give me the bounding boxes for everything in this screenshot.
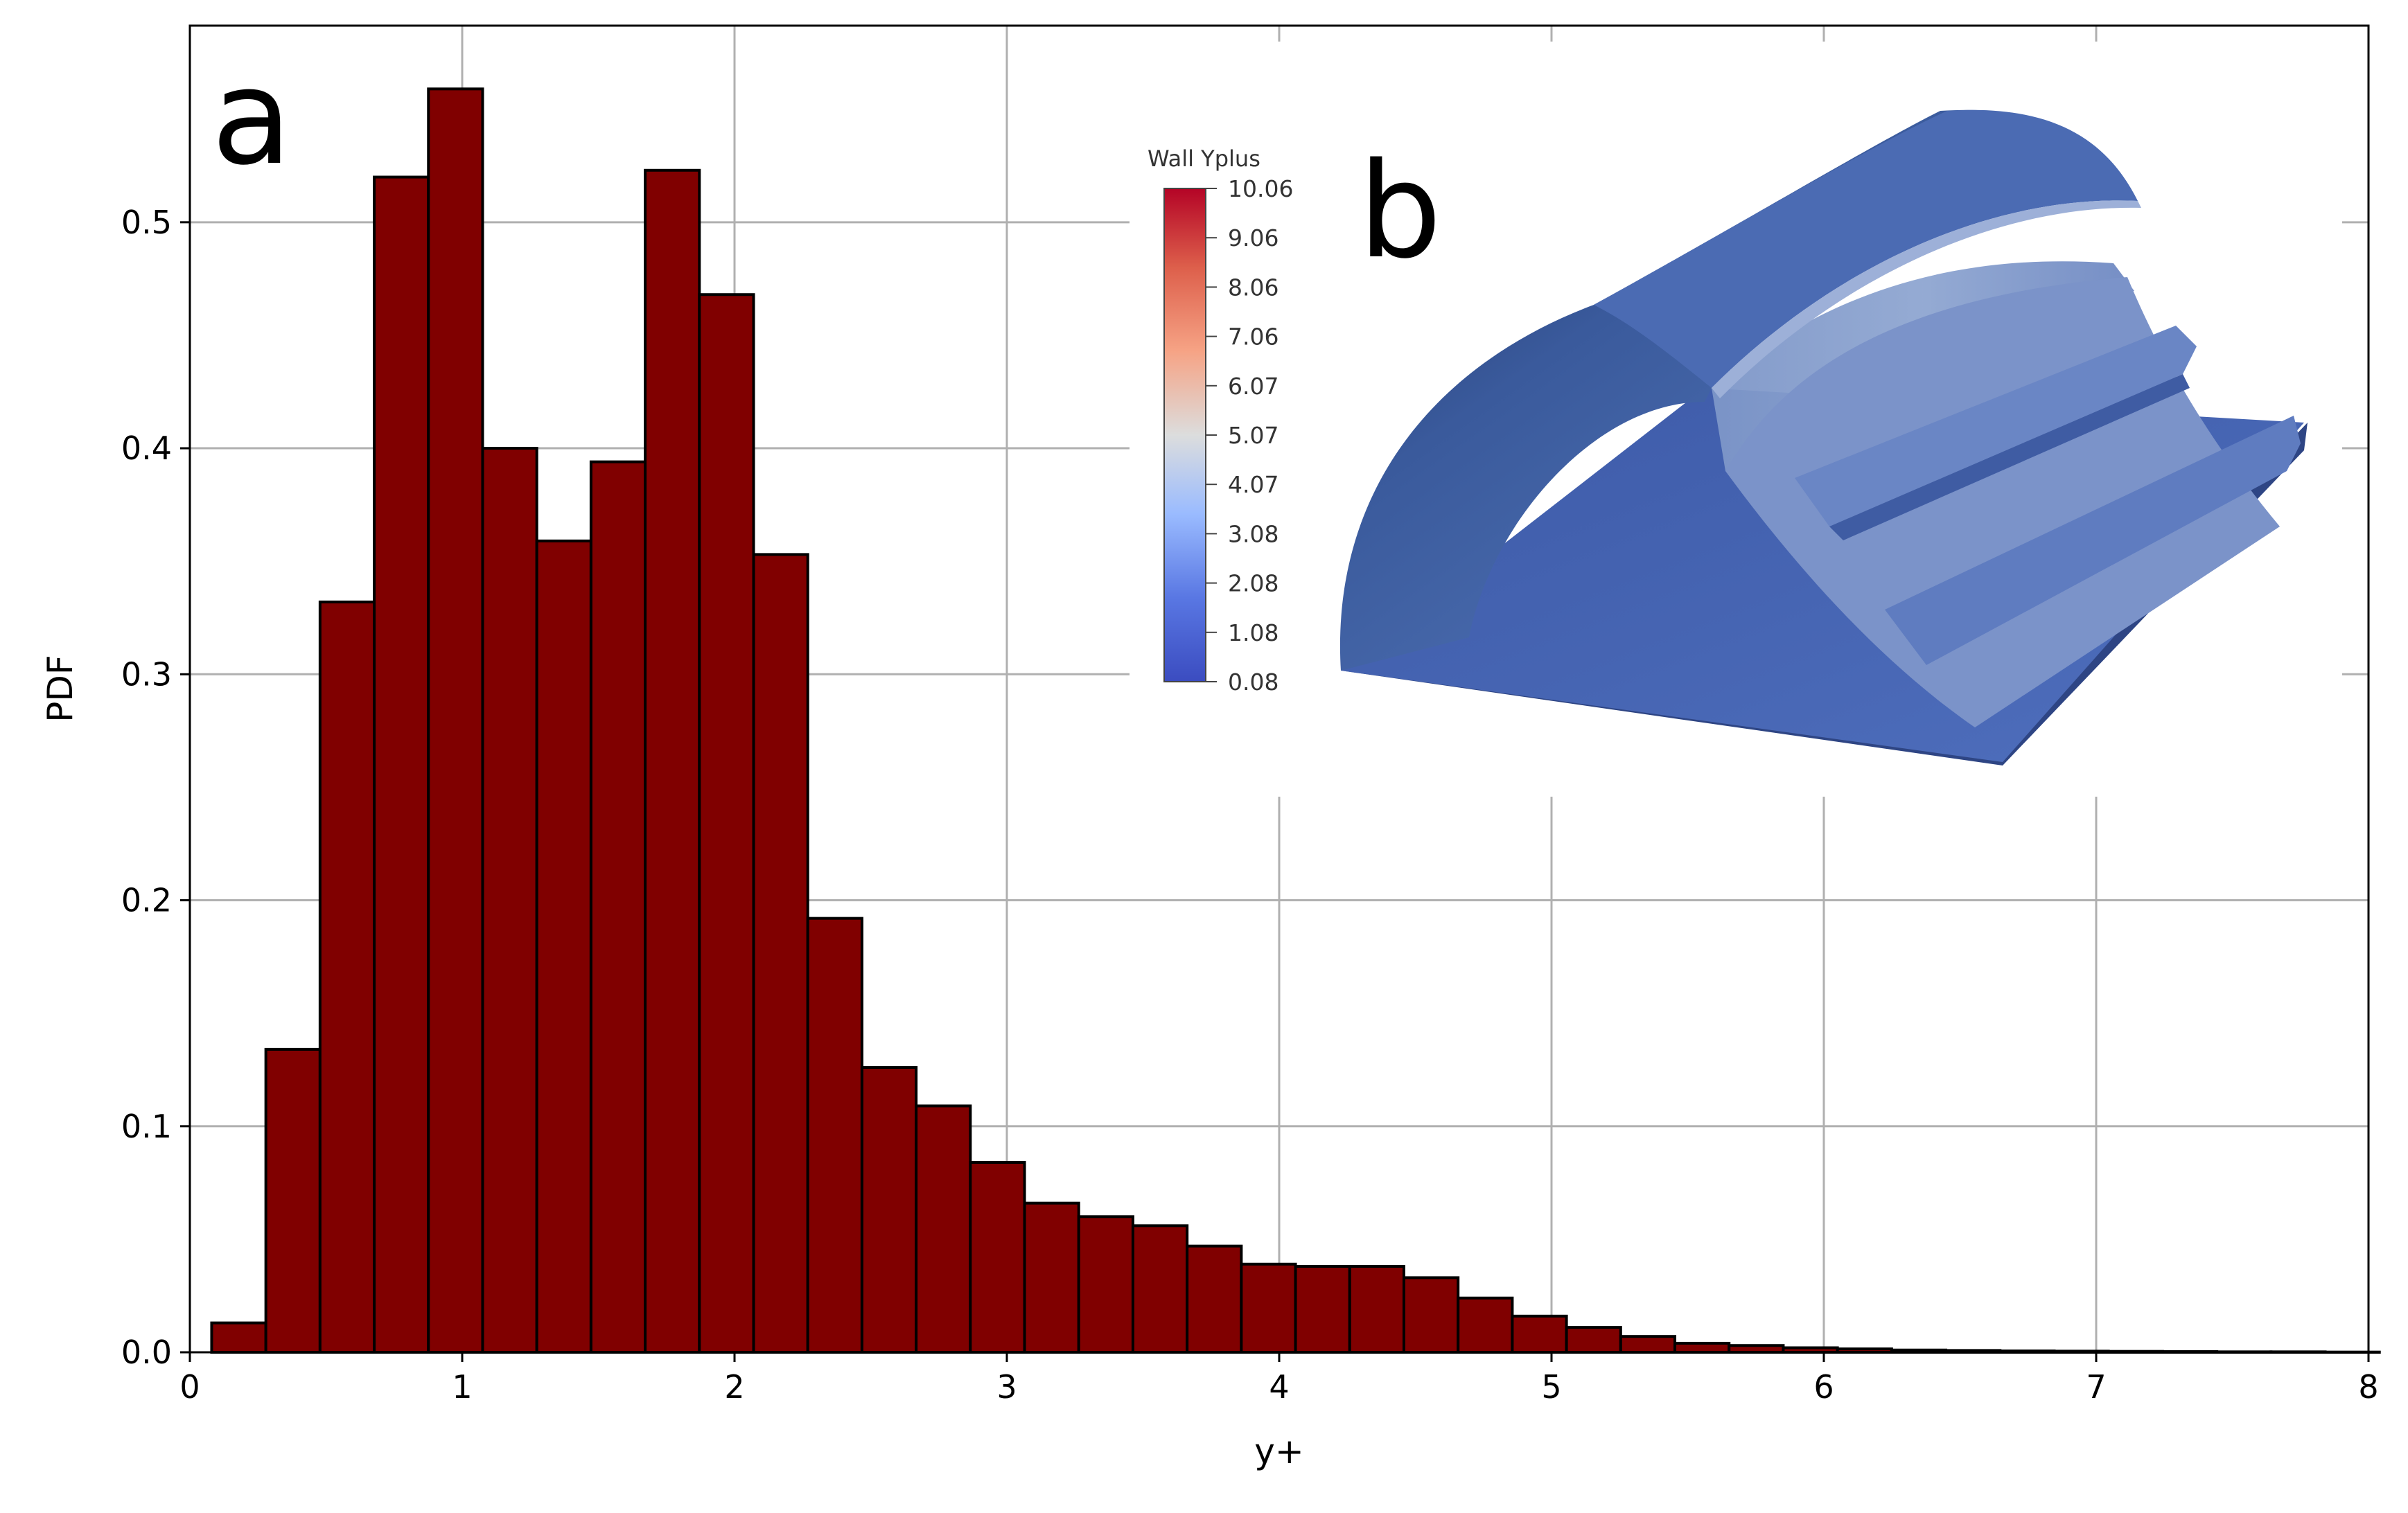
histogram-bars bbox=[210, 87, 2381, 1354]
colorbar-tick-label: 4.07 bbox=[1228, 471, 1278, 498]
histogram-bar bbox=[1077, 1215, 1134, 1354]
histogram-bar bbox=[1348, 1265, 1405, 1354]
histogram-bar bbox=[1294, 1265, 1351, 1354]
colorbar-tick-label: 9.06 bbox=[1228, 224, 1278, 251]
histogram-bar bbox=[806, 917, 863, 1354]
histogram-bar bbox=[644, 168, 701, 1354]
x-tick-label: 6 bbox=[1813, 1368, 1834, 1406]
colorbar-tick-label: 3.08 bbox=[1228, 520, 1278, 547]
histogram-bar bbox=[1619, 1335, 1677, 1354]
x-tick-label: 0 bbox=[179, 1368, 200, 1406]
histogram-bar bbox=[1131, 1224, 1189, 1354]
histogram-bar bbox=[1402, 1276, 1460, 1354]
histogram-bar bbox=[1023, 1201, 1080, 1354]
y-axis-label: PDF bbox=[40, 655, 80, 722]
histogram-bar bbox=[210, 1321, 267, 1354]
panel-label-b: b bbox=[1358, 134, 1442, 287]
x-ticks: 0 1 2 3 4 5 6 7 8 bbox=[179, 1352, 2379, 1406]
histogram-bar bbox=[752, 553, 809, 1354]
rib-shadow bbox=[1829, 374, 2190, 540]
colorbar-tick-label: 5.07 bbox=[1228, 422, 1278, 449]
colorbar-tick-label: 6.07 bbox=[1228, 373, 1278, 400]
x-tick-label: 4 bbox=[1269, 1368, 1289, 1406]
colorbar-tick-label: 8.06 bbox=[1228, 274, 1278, 301]
rib-upper bbox=[1795, 326, 2197, 527]
wall-geometry-render bbox=[1339, 109, 2308, 766]
histogram-bar bbox=[373, 175, 430, 1354]
y-tick-label: 0.2 bbox=[121, 882, 172, 919]
x-tick-label: 8 bbox=[2358, 1368, 2378, 1406]
histogram-bar bbox=[1457, 1296, 1514, 1354]
histogram-bar bbox=[264, 1047, 322, 1354]
y-tick-label: 0.3 bbox=[121, 655, 172, 693]
inset-panel-b: b Wall Yplus 10.06 9.06 8.06 7.06 6.07 5.07 4.… bbox=[1130, 42, 2342, 797]
colorbar-ticks: 10.06 9.06 8.06 7.06 6.07 5.07 4.07 3.08 2.08 1.0… bbox=[1206, 175, 1293, 696]
x-tick-label: 3 bbox=[996, 1368, 1017, 1406]
histogram-bar bbox=[860, 1065, 918, 1354]
rib-lower bbox=[1885, 416, 2301, 665]
histogram-bar bbox=[915, 1104, 972, 1354]
histogram-bar bbox=[698, 293, 755, 1354]
histogram-bar bbox=[1511, 1314, 1568, 1354]
histogram-bar bbox=[481, 447, 538, 1354]
histogram-bar bbox=[427, 87, 484, 1354]
histogram-bar bbox=[1186, 1244, 1243, 1354]
colorbar-title: Wall Yplus bbox=[1148, 145, 1260, 172]
colorbar-tick-label: 7.06 bbox=[1228, 324, 1278, 351]
shell-top bbox=[1594, 109, 2138, 389]
colorbar-tick-label: 1.08 bbox=[1228, 619, 1278, 646]
histogram-bar bbox=[969, 1160, 1026, 1354]
x-axis-label: y+ bbox=[1254, 1431, 1303, 1471]
x-tick-label: 7 bbox=[2086, 1368, 2106, 1406]
panel-label-a: a bbox=[211, 41, 292, 194]
histogram-bar bbox=[535, 539, 592, 1354]
y-tick-label: 0.1 bbox=[121, 1108, 172, 1145]
y-tick-label: 0.0 bbox=[121, 1334, 172, 1371]
colorbar-tick-label: 10.06 bbox=[1228, 175, 1293, 202]
colorbar-tick-label: 2.08 bbox=[1228, 570, 1278, 597]
histogram-bar bbox=[589, 460, 647, 1354]
y-tick-label: 0.4 bbox=[121, 430, 172, 467]
x-tick-label: 5 bbox=[1541, 1368, 1561, 1406]
histogram-bar bbox=[1240, 1262, 1297, 1354]
x-tick-label: 2 bbox=[724, 1368, 744, 1406]
y-ticks: 0.0 0.1 0.2 0.3 0.4 0.5 bbox=[121, 204, 190, 1371]
x-tick-label: 1 bbox=[452, 1368, 472, 1406]
colorbar-tick-label: 0.08 bbox=[1228, 669, 1278, 696]
y-tick-label: 0.5 bbox=[121, 204, 172, 241]
colorbar bbox=[1163, 188, 1206, 682]
histogram-bar bbox=[318, 600, 376, 1354]
histogram-bar bbox=[1565, 1326, 1622, 1354]
histogram-bar bbox=[1673, 1341, 1731, 1354]
